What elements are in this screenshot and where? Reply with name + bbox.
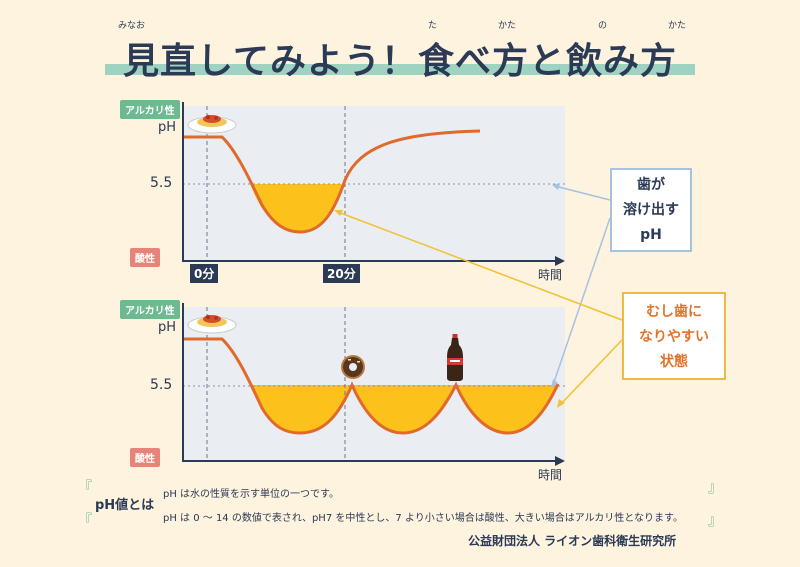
acidic-tag: 酸性 [130,448,160,467]
bracket-close: 』 [708,513,722,529]
bracket-close-top: 』 [708,480,722,496]
cavity-pointer-1 [337,211,623,321]
ph-axis-label: pH [158,320,177,335]
donut-icon [341,355,365,379]
chart2-ph-curve [183,337,560,435]
callout-line: 状態 [660,354,688,370]
callout-line: なりやすい [639,329,709,345]
ruby-kata-2: かた [668,21,687,31]
page-title: 見直してみよう！食べ方と飲み方 [123,41,677,82]
time-axis-label: 時間 [538,468,563,482]
pasta-plate-icon [187,115,237,134]
cavity-pointer-2 [559,339,623,406]
threshold-label: 5.5 [150,175,173,191]
ph-definition-heading: pH値とは [95,498,155,513]
chart1-background [183,106,565,260]
ruby-minao: みなお [118,21,146,31]
dissolve-callout: 歯が 溶け出す pH [610,168,692,252]
ruby-no: の [598,21,608,31]
callout-line: むし歯に [646,304,702,320]
cavity-callout: むし歯に なりやすい 状態 [622,292,726,380]
time-marker-20: 20分 [323,264,360,283]
ph-definition-line2: pH は 0 ～ 14 の数値で表され、pH7 を中性とし、7 より小さい場合は… [163,513,683,524]
bracket-open: 『 [78,480,92,496]
dissolve-pointer-2 [552,217,611,386]
callout-line: 溶け出す [623,202,679,218]
organization-name: 公益財団法人 ライオン歯科衛生研究所 [468,534,677,548]
ph-axis-label: pH [158,120,177,135]
ruby-ta: た [428,21,438,31]
threshold-label: 5.5 [150,377,173,393]
ph-definition-line1: pH は水の性質を示す単位の一つです。 [163,489,340,500]
chart2-x-arrow [555,456,565,466]
time-marker-0: 0分 [190,264,219,283]
callout-line: 歯が [637,177,665,193]
chart2-acid-area [250,385,558,433]
pasta-plate-icon [187,315,237,334]
acidic-tag: 酸性 [130,248,160,267]
chart1-x-arrow [555,256,565,266]
callout-line: pH [640,227,662,243]
chart2-background [183,307,565,460]
cola-bottle-icon [447,334,463,381]
alkaline-tag: アルカリ性 [120,100,180,119]
dissolve-pointer-1 [554,185,611,201]
title-underline [105,64,695,75]
bracket-open-bottom: 『 [78,513,92,529]
ruby-kata-1: かた [498,21,517,31]
chart1-ph-curve [183,129,481,234]
time-axis-label: 時間 [538,268,563,282]
alkaline-tag: アルカリ性 [120,300,180,319]
